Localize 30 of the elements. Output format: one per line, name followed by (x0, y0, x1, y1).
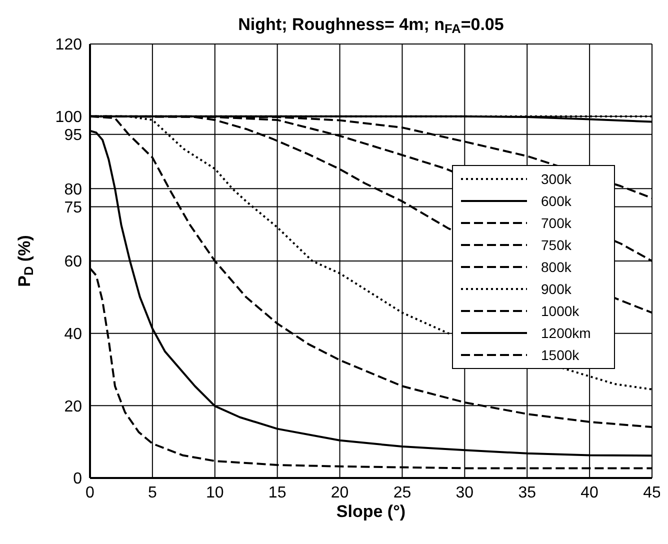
x-tick-label: 25 (393, 484, 412, 502)
legend-label: 750k (541, 237, 572, 253)
legend-label: 800k (541, 259, 572, 275)
chart-title: Night; Roughness= 4m; n$_{FA}$=0.05 (238, 15, 504, 36)
legend-label: 900k (541, 281, 572, 297)
x-tick-label: 15 (268, 484, 286, 502)
y-tick-label: 80 (64, 181, 82, 198)
y-tick-label: 75 (64, 199, 82, 216)
legend-label: 600k (541, 193, 572, 209)
legend-label: 300k (541, 171, 572, 187)
y-tick-label: 100 (55, 109, 82, 126)
legend-label: 1000k (541, 303, 580, 319)
x-tick-label: 45 (643, 484, 661, 502)
y-tick-label: 95 (64, 127, 82, 144)
x-tick-label: 0 (86, 484, 95, 502)
y-tick-label: 20 (64, 398, 82, 416)
legend-label: 700k (541, 215, 572, 231)
legend-label: 1500k (541, 347, 580, 363)
y-tick-label: 40 (64, 326, 82, 344)
y-tick-label: 0 (73, 470, 82, 488)
x-tick-label: 35 (518, 484, 536, 502)
x-tick-label: 10 (206, 484, 224, 502)
x-tick-label: 30 (456, 484, 474, 502)
x-axis-title: Slope (°) (336, 502, 406, 521)
x-tick-label: 40 (580, 484, 599, 502)
y-tick-label: 60 (64, 254, 82, 271)
y-tick-label: 120 (55, 36, 82, 54)
x-tick-label: 20 (330, 484, 349, 502)
legend-label: 1200km (541, 325, 591, 341)
x-tick-label: 5 (148, 484, 157, 502)
